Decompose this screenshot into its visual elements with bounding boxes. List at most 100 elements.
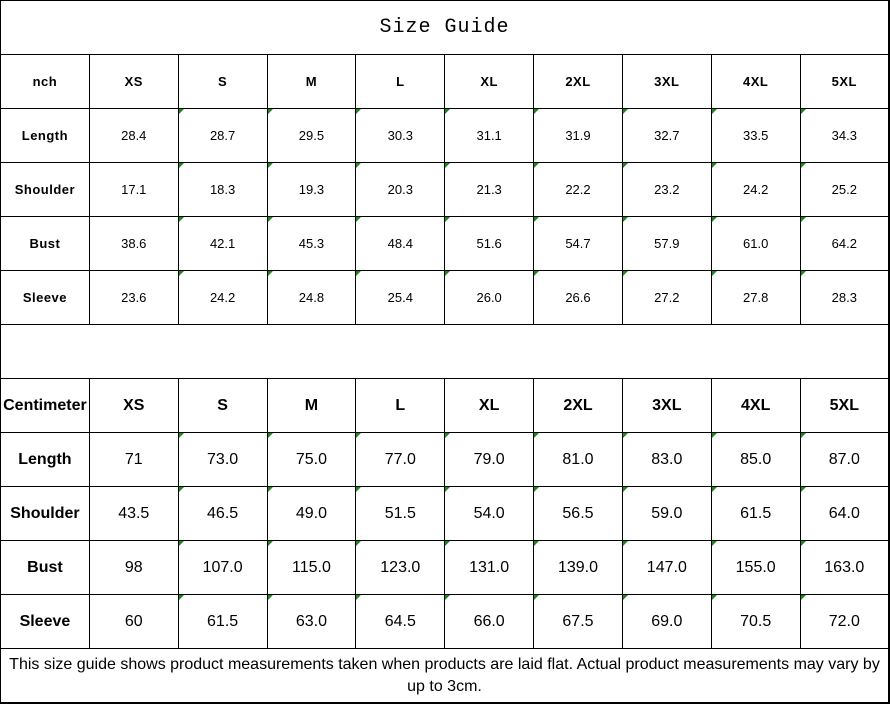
measurement-cell: 57.9: [621, 216, 712, 271]
measurement-cell: 24.2: [177, 270, 268, 325]
measurement-cell: 123.0: [355, 540, 446, 595]
measurement-cell: 64.0: [799, 486, 890, 541]
size-header-s: S: [177, 378, 268, 433]
measurement-cell: 26.0: [444, 270, 535, 325]
measurement-cell: 61.0: [710, 216, 801, 271]
row-label: Length: [0, 108, 90, 163]
measurement-cell: 72.0: [799, 594, 890, 649]
table-row: Shoulder 43.5 46.5 49.0 51.5 54.0 56.5 59.0 61.5…: [0, 486, 890, 541]
measurement-cell: 131.0: [444, 540, 535, 595]
measurement-cell: 147.0: [621, 540, 712, 595]
measurement-cell: 163.0: [799, 540, 890, 595]
measurement-cell: 77.0: [355, 432, 446, 487]
measurement-cell: 43.5: [88, 486, 179, 541]
table-row: Sleeve 23.6 24.2 24.8 25.4 26.0 26.6 27.2 27.8 28…: [0, 270, 890, 325]
measurement-cell: 54.7: [533, 216, 623, 271]
measurement-cell: 18.3: [177, 162, 268, 217]
measurement-cell: 83.0: [621, 432, 712, 487]
measurement-cell: 26.6: [533, 270, 623, 325]
measurement-cell: 31.1: [444, 108, 535, 163]
measurement-cell: 51.5: [355, 486, 446, 541]
measurement-cell: 28.3: [799, 270, 890, 325]
measurement-cell: 85.0: [710, 432, 801, 487]
measurement-cell: 64.5: [355, 594, 446, 649]
measurement-cell: 70.5: [710, 594, 801, 649]
measurement-cell: 64.2: [799, 216, 890, 271]
size-header-xl: XL: [444, 378, 535, 433]
size-header-l: L: [355, 378, 446, 433]
size-header-4xl: 4XL: [710, 54, 801, 109]
measurement-cell: 27.2: [621, 270, 712, 325]
cm-header-row: Centimeter XS S M L XL 2XL 3XL 4XL 5XL: [0, 378, 890, 433]
table-row: Length 71 73.0 75.0 77.0 79.0 81.0 83.0 85.0 87.0: [0, 432, 890, 487]
measurement-cell: 115.0: [266, 540, 357, 595]
row-label: Length: [0, 432, 90, 487]
measurement-cell: 54.0: [444, 486, 535, 541]
measurement-cell: 25.4: [355, 270, 446, 325]
title-row: Size Guide: [0, 0, 890, 55]
size-header-xl: XL: [444, 54, 535, 109]
measurement-cell: 38.6: [88, 216, 179, 271]
size-header-5xl: 5XL: [799, 54, 890, 109]
row-label: Shoulder: [0, 486, 90, 541]
measurement-cell: 67.5: [533, 594, 623, 649]
measurement-cell: 34.3: [799, 108, 890, 163]
size-header-4xl: 4XL: [710, 378, 801, 433]
spacer-cell: [0, 324, 890, 379]
measurement-cell: 71: [88, 432, 179, 487]
table-row: Bust 98 107.0 115.0 123.0 131.0 139.0 147.0 155.…: [0, 540, 890, 595]
measurement-cell: 61.5: [710, 486, 801, 541]
measurement-cell: 61.5: [177, 594, 268, 649]
size-header-3xl: 3XL: [621, 54, 712, 109]
measurement-cell: 45.3: [266, 216, 357, 271]
measurement-cell: 17.1: [88, 162, 179, 217]
inch-header-row: nch XS S M L XL 2XL 3XL 4XL 5XL: [0, 54, 890, 109]
measurement-cell: 25.2: [799, 162, 890, 217]
measurement-cell: 59.0: [621, 486, 712, 541]
measurement-cell: 51.6: [444, 216, 535, 271]
measurement-cell: 33.5: [710, 108, 801, 163]
footer-row: This size guide shows product measuremen…: [0, 648, 890, 704]
size-header-xs: XS: [88, 54, 179, 109]
measurement-cell: 22.2: [533, 162, 623, 217]
measurement-cell: 73.0: [177, 432, 268, 487]
size-header-xs: XS: [88, 378, 179, 433]
measurement-cell: 19.3: [266, 162, 357, 217]
measurement-cell: 31.9: [533, 108, 623, 163]
measurement-cell: 46.5: [177, 486, 268, 541]
measurement-cell: 75.0: [266, 432, 357, 487]
table-row: Length 28.4 28.7 29.5 30.3 31.1 31.9 32.7 33.5 34…: [0, 108, 890, 163]
row-label: Bust: [0, 540, 90, 595]
page-title: Size Guide: [0, 0, 890, 55]
size-header-m: M: [266, 378, 357, 433]
measurement-cell: 155.0: [710, 540, 801, 595]
measurement-cell: 24.8: [266, 270, 357, 325]
measurement-cell: 63.0: [266, 594, 357, 649]
measurement-cell: 21.3: [444, 162, 535, 217]
size-header-s: S: [177, 54, 268, 109]
size-header-3xl: 3XL: [621, 378, 712, 433]
measurement-cell: 20.3: [355, 162, 446, 217]
measurement-cell: 32.7: [621, 108, 712, 163]
spacer-row: [0, 324, 890, 379]
size-header-m: M: [266, 54, 357, 109]
size-header-2xl: 2XL: [533, 378, 623, 433]
measurement-cell: 98: [88, 540, 179, 595]
measurement-cell: 28.7: [177, 108, 268, 163]
unit-label: Centimeter: [0, 378, 90, 433]
row-label: Shoulder: [0, 162, 90, 217]
unit-label: nch: [0, 54, 90, 109]
measurement-cell: 60: [88, 594, 179, 649]
measurement-cell: 23.6: [88, 270, 179, 325]
measurement-cell: 66.0: [444, 594, 535, 649]
measurement-cell: 28.4: [88, 108, 179, 163]
measurement-cell: 107.0: [177, 540, 268, 595]
measurement-cell: 87.0: [799, 432, 890, 487]
measurement-cell: 27.8: [710, 270, 801, 325]
size-header-5xl: 5XL: [799, 378, 890, 433]
measurement-cell: 23.2: [621, 162, 712, 217]
table-row: Bust 38.6 42.1 45.3 48.4 51.6 54.7 57.9 61.0 64.2: [0, 216, 890, 271]
measurement-cell: 139.0: [533, 540, 623, 595]
table-row: Sleeve 60 61.5 63.0 64.5 66.0 67.5 69.0 70.5 72.0: [0, 594, 890, 649]
